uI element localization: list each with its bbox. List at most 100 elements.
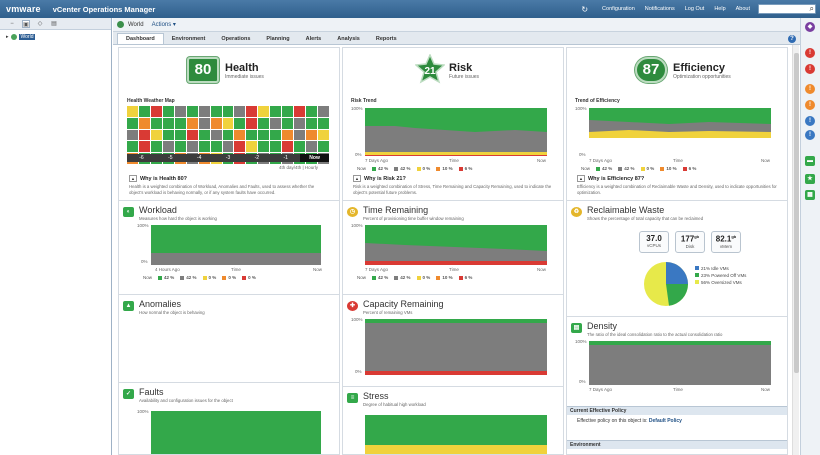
disk-waste-bubble[interactable]: 177gb Disk bbox=[675, 231, 705, 253]
heat-cell[interactable] bbox=[282, 106, 294, 117]
heat-cell[interactable] bbox=[162, 141, 174, 153]
tab-operations[interactable]: Operations bbox=[221, 36, 251, 42]
heat-cell[interactable] bbox=[282, 129, 294, 141]
heat-cell[interactable] bbox=[186, 129, 198, 141]
immediate-alert-icon[interactable]: ! bbox=[805, 84, 815, 94]
stress-chart[interactable] bbox=[365, 415, 547, 455]
waste-pie-chart[interactable] bbox=[641, 259, 691, 309]
risk-icon[interactable]: ★ bbox=[805, 174, 815, 184]
heat-cell[interactable] bbox=[210, 106, 222, 117]
nav-notifications[interactable]: Notifications bbox=[644, 6, 675, 12]
nav-logout[interactable]: Log Out bbox=[684, 6, 705, 12]
search-input[interactable]: ⌕ bbox=[758, 4, 816, 14]
heat-cell[interactable] bbox=[234, 106, 246, 117]
vms-view-icon[interactable]: ◇ bbox=[37, 20, 43, 27]
vmem-waste-bubble[interactable]: 82.1gb vMem bbox=[711, 231, 741, 253]
vcpu-waste-bubble[interactable]: 37.0 vCPUs bbox=[639, 231, 669, 253]
tab-analysis[interactable]: Analysis bbox=[337, 36, 360, 42]
tab-alerts[interactable]: Alerts bbox=[305, 36, 322, 42]
heat-cell[interactable] bbox=[222, 117, 234, 129]
heat-cell[interactable] bbox=[127, 141, 138, 153]
heat-cell[interactable] bbox=[258, 117, 270, 129]
heat-cell[interactable] bbox=[210, 117, 222, 129]
why-health-toggle[interactable]: Why is Health 80? bbox=[129, 176, 187, 182]
heat-cell[interactable] bbox=[127, 106, 138, 117]
heat-cell[interactable] bbox=[222, 141, 234, 153]
tab-planning[interactable]: Planning bbox=[266, 36, 290, 42]
tree-item-world[interactable]: World bbox=[18, 34, 36, 40]
heat-cell[interactable] bbox=[174, 129, 186, 141]
heat-cell[interactable] bbox=[127, 129, 138, 141]
heat-cell[interactable] bbox=[186, 106, 198, 117]
refresh-icon[interactable]: ↻ bbox=[581, 4, 589, 14]
workload-chart[interactable] bbox=[151, 225, 321, 265]
heat-cell[interactable] bbox=[138, 129, 150, 141]
efficiency-trend-chart[interactable] bbox=[589, 108, 771, 156]
default-policy-link[interactable]: Default Policy bbox=[648, 418, 682, 424]
tab-dashboard[interactable]: Dashboard bbox=[117, 33, 164, 44]
heat-cell[interactable] bbox=[186, 141, 198, 153]
heat-cell[interactable] bbox=[306, 117, 318, 129]
health-icon[interactable]: ▬ bbox=[805, 156, 815, 166]
alert-type-icon[interactable]: ◆ bbox=[805, 22, 815, 32]
heat-cell[interactable] bbox=[318, 117, 329, 129]
heat-cell[interactable] bbox=[222, 106, 234, 117]
heat-cell[interactable] bbox=[282, 141, 294, 153]
info-alert-icon[interactable]: ! bbox=[805, 116, 815, 126]
heat-cell[interactable] bbox=[294, 129, 306, 141]
efficiency-icon[interactable]: ▦ bbox=[805, 190, 815, 200]
tab-reports[interactable]: Reports bbox=[375, 36, 397, 42]
heat-cell[interactable] bbox=[270, 117, 282, 129]
heat-cell[interactable] bbox=[138, 106, 150, 117]
health-score-badge[interactable]: 80 bbox=[187, 57, 219, 83]
faults-chart[interactable] bbox=[151, 411, 321, 455]
search-icon[interactable]: ⌕ bbox=[809, 4, 814, 13]
heat-cell[interactable] bbox=[150, 106, 162, 117]
heat-cell[interactable] bbox=[234, 117, 246, 129]
heat-cell[interactable] bbox=[306, 129, 318, 141]
heat-cell[interactable] bbox=[270, 106, 282, 117]
immediate-alert-icon[interactable]: ! bbox=[805, 100, 815, 110]
heat-cell[interactable] bbox=[246, 106, 258, 117]
heat-cell[interactable] bbox=[174, 117, 186, 129]
heat-cell[interactable] bbox=[198, 117, 210, 129]
heat-cell[interactable] bbox=[234, 141, 246, 153]
why-efficiency-toggle[interactable]: Why is Efficiency 87? bbox=[577, 176, 644, 182]
heat-cell[interactable] bbox=[246, 141, 258, 153]
heat-cell[interactable] bbox=[186, 117, 198, 129]
info-alert-icon[interactable]: ! bbox=[805, 130, 815, 140]
capacity-remaining-chart[interactable] bbox=[365, 319, 547, 375]
heat-cell[interactable] bbox=[318, 106, 329, 117]
risk-score-badge[interactable]: 21 bbox=[415, 54, 445, 84]
time-remaining-chart[interactable] bbox=[365, 225, 547, 265]
scrollbar-thumb[interactable] bbox=[794, 53, 799, 373]
heat-cell[interactable] bbox=[318, 129, 329, 141]
efficiency-score-badge[interactable]: 87 bbox=[635, 57, 667, 83]
heat-cell[interactable] bbox=[138, 141, 150, 153]
heat-cell[interactable] bbox=[198, 141, 210, 153]
heat-cell[interactable] bbox=[258, 106, 270, 117]
heat-cell[interactable] bbox=[162, 106, 174, 117]
heat-cell[interactable] bbox=[150, 117, 162, 129]
heat-cell[interactable] bbox=[270, 141, 282, 153]
heat-cell[interactable] bbox=[127, 117, 138, 129]
heat-cell[interactable] bbox=[282, 117, 294, 129]
heat-cell[interactable] bbox=[294, 141, 306, 153]
why-risk-toggle[interactable]: Why is Risk 21? bbox=[353, 176, 406, 182]
risk-trend-chart[interactable] bbox=[365, 108, 547, 156]
heat-cell[interactable] bbox=[174, 106, 186, 117]
nav-help[interactable]: Help bbox=[714, 6, 726, 12]
heat-cell[interactable] bbox=[258, 141, 270, 153]
heat-cell[interactable] bbox=[150, 141, 162, 153]
critical-alert-icon[interactable]: ! bbox=[805, 64, 815, 74]
heat-cell[interactable] bbox=[294, 106, 306, 117]
density-chart[interactable] bbox=[589, 341, 771, 385]
collapse-icon[interactable]: − bbox=[10, 20, 14, 27]
heat-cell[interactable] bbox=[162, 117, 174, 129]
heat-cell[interactable] bbox=[198, 129, 210, 141]
heat-cell[interactable] bbox=[246, 117, 258, 129]
expand-icon[interactable]: ▸ bbox=[6, 34, 9, 40]
heat-cell[interactable] bbox=[258, 129, 270, 141]
storage-view-icon[interactable]: ▤ bbox=[51, 20, 57, 27]
heat-cell[interactable] bbox=[246, 129, 258, 141]
